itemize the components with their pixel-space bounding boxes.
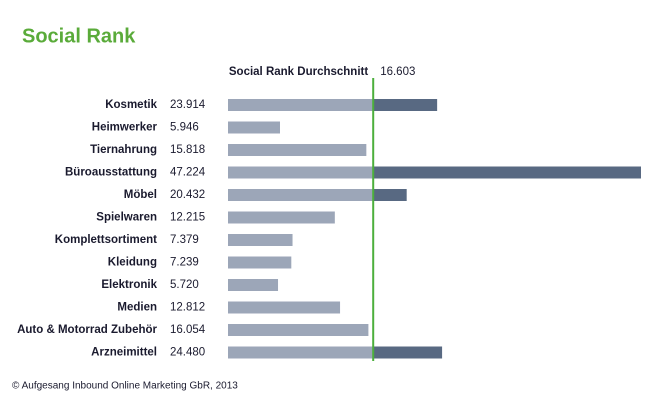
value-label: 23.914 (170, 99, 206, 111)
bar (228, 144, 367, 156)
value-label: 12.215 (170, 212, 205, 224)
bar-above-average (373, 346, 443, 359)
category-label: Kleidung (108, 257, 157, 269)
category-label: Spielwaren (96, 212, 157, 224)
bar (228, 324, 369, 336)
category-label: Büroausstattung (65, 167, 157, 179)
category-label: Heimwerker (92, 122, 158, 134)
bar (228, 279, 279, 291)
bar (228, 189, 374, 201)
category-label: Möbel (124, 189, 157, 201)
value-label: 5.946 (170, 122, 199, 134)
category-label: Kosmetik (105, 99, 157, 111)
category-label: Komplettsortiment (55, 234, 157, 246)
value-label: 20.432 (170, 189, 205, 201)
bar (228, 234, 293, 246)
category-label: Arzneimittel (91, 347, 157, 359)
bar (228, 301, 341, 314)
category-label: Tiernahrung (90, 144, 157, 156)
source: © Aufgesang Inbound Online Marketing GbR… (12, 381, 238, 392)
value-label: 5.720 (170, 279, 199, 291)
category-label: Auto & Motorrad Zubehör (17, 324, 157, 336)
bar (228, 256, 292, 269)
value-label: 12.812 (170, 302, 205, 314)
chart-title: Social Rank (22, 25, 136, 47)
bar-above-average (373, 166, 641, 179)
value-label: 7.239 (170, 257, 199, 269)
category-label: Elektronik (101, 279, 157, 291)
value-label: 24.480 (170, 347, 205, 359)
value-label: 15.818 (170, 144, 205, 156)
value-label: 47.224 (170, 167, 206, 179)
bar (228, 166, 374, 179)
bar (228, 346, 374, 359)
bar (228, 121, 281, 134)
bar (228, 99, 374, 111)
bar-above-average (373, 99, 438, 111)
value-label: 7.379 (170, 234, 199, 246)
reference-label: Social Rank Durchschnitt (229, 66, 368, 78)
reference-value: 16.603 (380, 66, 415, 78)
bar-above-average (373, 189, 407, 201)
value-label: 16.054 (170, 324, 206, 336)
category-label: Medien (117, 302, 157, 314)
bar (228, 211, 335, 224)
